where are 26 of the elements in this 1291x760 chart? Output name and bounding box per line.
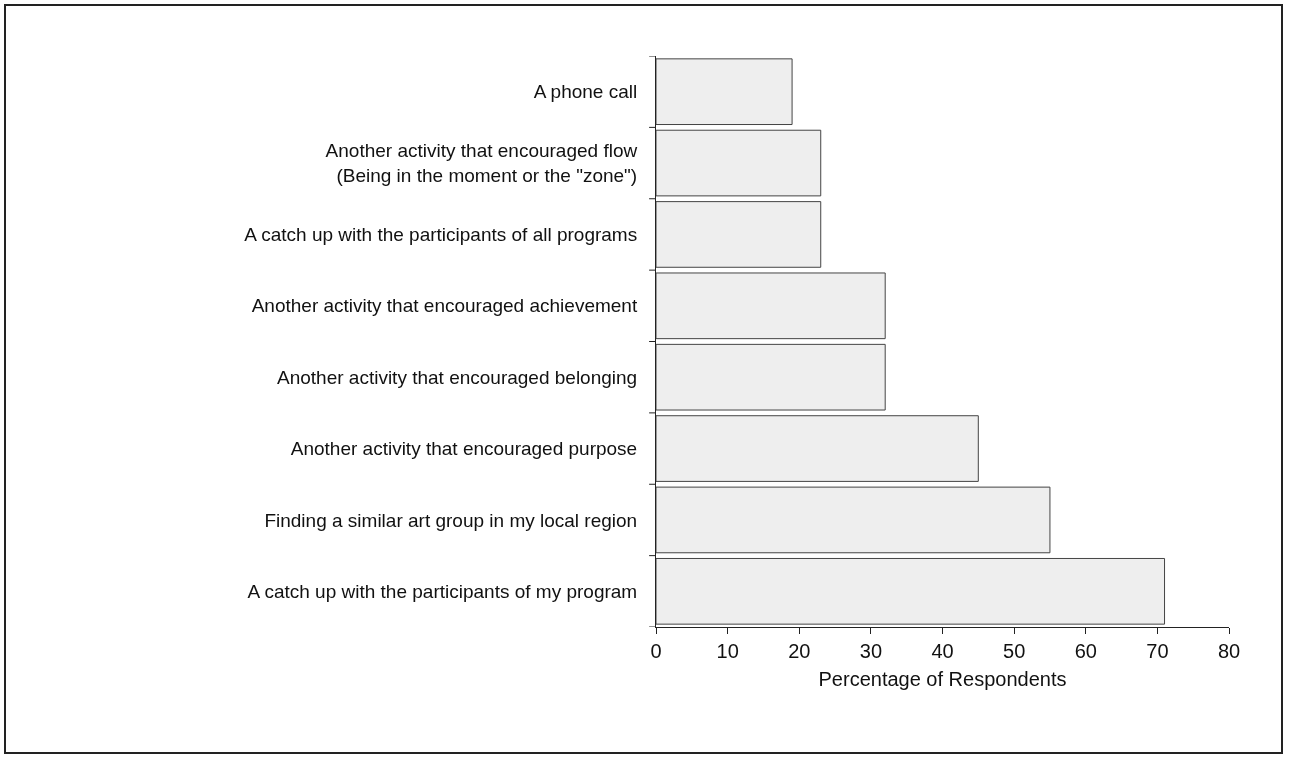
y-tick-label: Another activity that encouraged flow (Being in the moment or the "zone") — [325, 140, 638, 187]
bar — [656, 272, 886, 340]
bar — [656, 557, 1166, 625]
x-tick-label: 60 — [1074, 640, 1097, 662]
y-tick-label: Another activity that encouraged purpose — [290, 438, 638, 460]
x-axis-title: Percentage of Respondents — [818, 667, 1067, 690]
y-tick-label: Another activity that encouraged achievement — [251, 295, 638, 317]
bar — [656, 486, 1051, 554]
x-tick-label: 40 — [931, 640, 954, 662]
x-tick-label: 80 — [1217, 640, 1241, 662]
x-tick-label: 20 — [788, 640, 811, 662]
bar — [656, 201, 822, 268]
bar — [656, 58, 793, 126]
x-tick-label: 50 — [1003, 640, 1026, 662]
bar — [656, 129, 822, 197]
x-tick-label: 10 — [716, 640, 739, 662]
bar — [656, 343, 886, 411]
y-tick-label: Finding a similar art group in my local region — [264, 509, 638, 531]
x-tick-label: 0 — [650, 640, 662, 662]
y-tick-label: A catch up with the participants of all programs — [244, 224, 638, 246]
y-tick-label: A catch up with the participants of my program — [247, 580, 638, 602]
x-tick-label: 70 — [1146, 640, 1169, 662]
x-tick-label: 30 — [859, 640, 883, 662]
y-tick-label: Another activity that encouraged belonging — [277, 366, 638, 388]
y-tick-label: A phone call — [533, 81, 638, 103]
bar — [656, 415, 979, 482]
